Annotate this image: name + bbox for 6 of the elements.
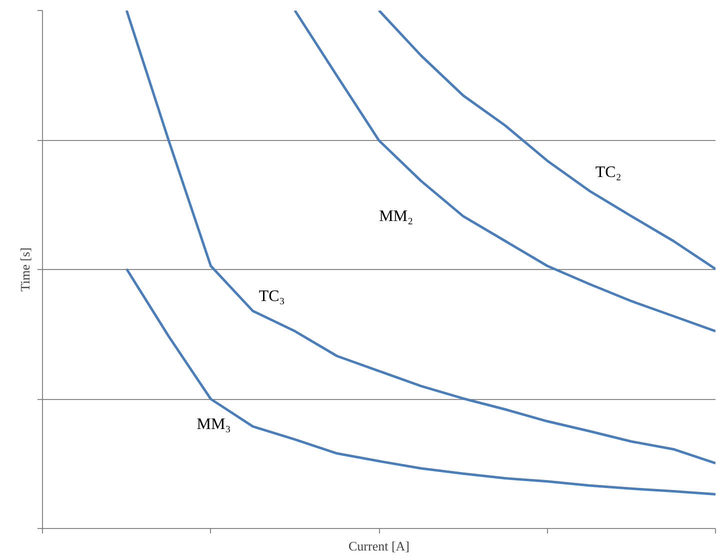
series-label: MM₂	[379, 208, 414, 225]
x-axis-title: Current [A]	[348, 538, 410, 554]
series-label: TC₃	[258, 288, 285, 305]
y-axis-title: Time [s]	[18, 248, 32, 292]
series-label: MM₃	[196, 416, 231, 433]
series-label: TC₂	[595, 164, 622, 181]
